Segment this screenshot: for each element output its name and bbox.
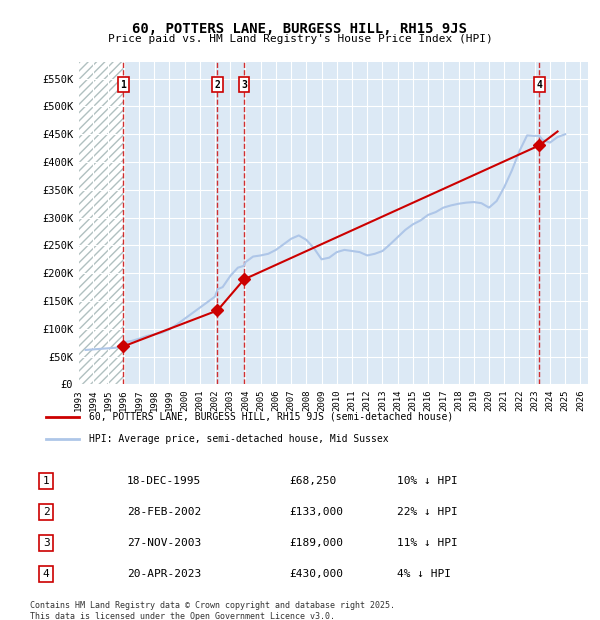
- Text: 4: 4: [536, 79, 542, 89]
- Text: 20-APR-2023: 20-APR-2023: [127, 569, 202, 579]
- Text: Price paid vs. HM Land Registry's House Price Index (HPI): Price paid vs. HM Land Registry's House …: [107, 34, 493, 44]
- Text: 27-NOV-2003: 27-NOV-2003: [127, 538, 202, 548]
- Text: 4: 4: [43, 569, 50, 579]
- Text: 2: 2: [215, 79, 220, 89]
- Text: 60, POTTERS LANE, BURGESS HILL, RH15 9JS (semi-detached house): 60, POTTERS LANE, BURGESS HILL, RH15 9JS…: [89, 412, 454, 422]
- Text: Contains HM Land Registry data © Crown copyright and database right 2025.
This d: Contains HM Land Registry data © Crown c…: [30, 601, 395, 620]
- Text: 22% ↓ HPI: 22% ↓ HPI: [397, 507, 458, 517]
- Text: 10% ↓ HPI: 10% ↓ HPI: [397, 476, 458, 486]
- Text: HPI: Average price, semi-detached house, Mid Sussex: HPI: Average price, semi-detached house,…: [89, 434, 389, 444]
- Text: 28-FEB-2002: 28-FEB-2002: [127, 507, 202, 517]
- Text: 4% ↓ HPI: 4% ↓ HPI: [397, 569, 451, 579]
- Text: £430,000: £430,000: [289, 569, 343, 579]
- Text: £68,250: £68,250: [289, 476, 337, 486]
- Text: 1: 1: [43, 476, 50, 486]
- Text: 18-DEC-1995: 18-DEC-1995: [127, 476, 202, 486]
- Text: 11% ↓ HPI: 11% ↓ HPI: [397, 538, 458, 548]
- Text: 3: 3: [43, 538, 50, 548]
- Text: 2: 2: [43, 507, 50, 517]
- Text: £189,000: £189,000: [289, 538, 343, 548]
- Text: 3: 3: [241, 79, 247, 89]
- Bar: [78, 62, 123, 384]
- Text: 1: 1: [120, 79, 126, 89]
- Text: 60, POTTERS LANE, BURGESS HILL, RH15 9JS: 60, POTTERS LANE, BURGESS HILL, RH15 9JS: [133, 22, 467, 36]
- Text: £133,000: £133,000: [289, 507, 343, 517]
